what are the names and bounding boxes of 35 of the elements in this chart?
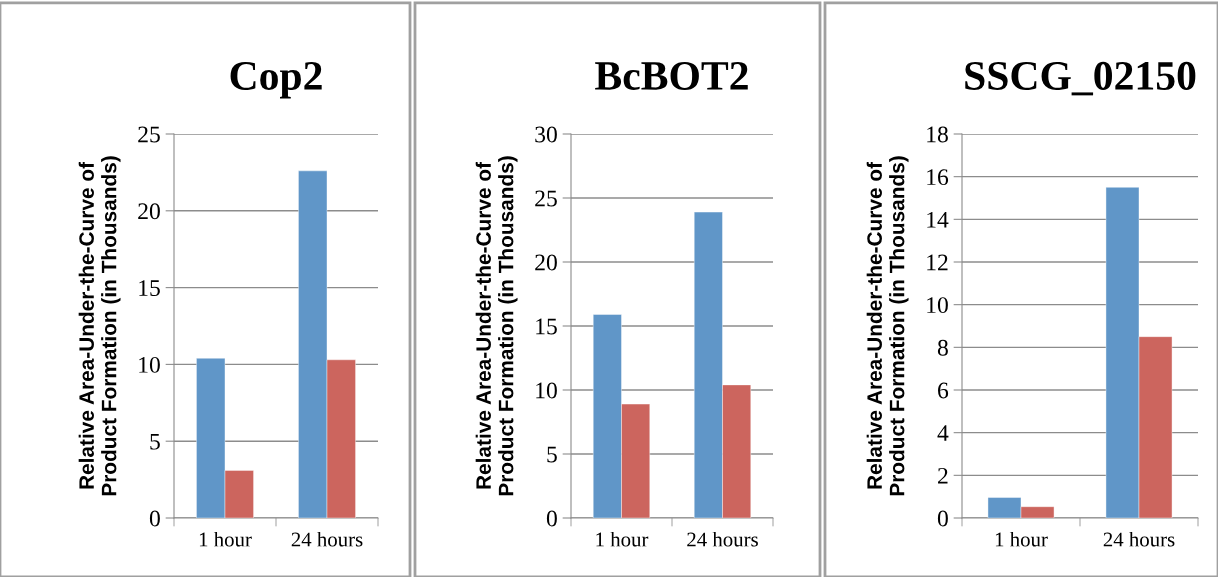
x-tick-label: 1 hour [995, 531, 1048, 547]
x-tick-label: 1 hour [596, 531, 649, 547]
y-tick-label: 18 [927, 126, 948, 143]
y-tick-label: 8 [937, 339, 948, 356]
chart-title: BcBOT2 [595, 61, 748, 90]
y-tick-label: 4 [937, 425, 949, 441]
y-tick-label: 0 [546, 510, 557, 527]
x-tick-label: 24 hours [687, 531, 758, 547]
y-tick-label: 30 [535, 126, 557, 143]
y-tick-label: 25 [138, 126, 160, 143]
y-tick-label: 15 [536, 318, 557, 335]
y-tick-label: 16 [927, 169, 949, 186]
y-tick-label: 14 [927, 211, 949, 228]
y-tick-label: 25 [535, 190, 557, 207]
y-tick-label: 10 [536, 382, 557, 399]
x-tick-label: 1 hour [199, 531, 252, 547]
y-tick-label: 2 [938, 467, 948, 484]
chart-title: Cop2 [230, 61, 322, 99]
y-tick-label: 10 [927, 297, 948, 314]
y-tick-label: 10 [139, 356, 160, 373]
y-tick-label: 15 [139, 280, 160, 297]
y-tick-label: 6 [938, 382, 949, 399]
x-tick-label: 24 hours [1103, 531, 1175, 547]
y-tick-label: 12 [927, 254, 948, 271]
y-tick-label: 5 [547, 446, 557, 463]
chart-title: SSCG_02150 [965, 61, 1196, 96]
y-axis-title: Relative Area-Under-the-Curve of Product Formation (in Thousands) [475, 156, 518, 496]
x-tick-label: 24 hours [291, 531, 363, 547]
y-axis-title: Relative Area-Under-the-Curve of Product Formation (in Thousands) [78, 156, 121, 496]
y-tick-label: 5 [150, 433, 160, 450]
y-tick-label: 20 [138, 203, 160, 220]
y-tick-label: 20 [535, 254, 557, 271]
y-tick-label: 0 [937, 510, 948, 527]
y-axis-title: Relative Area-Under-the-Curve of Product Formation (in Thousands) [866, 156, 909, 496]
y-tick-label: 0 [149, 510, 160, 527]
